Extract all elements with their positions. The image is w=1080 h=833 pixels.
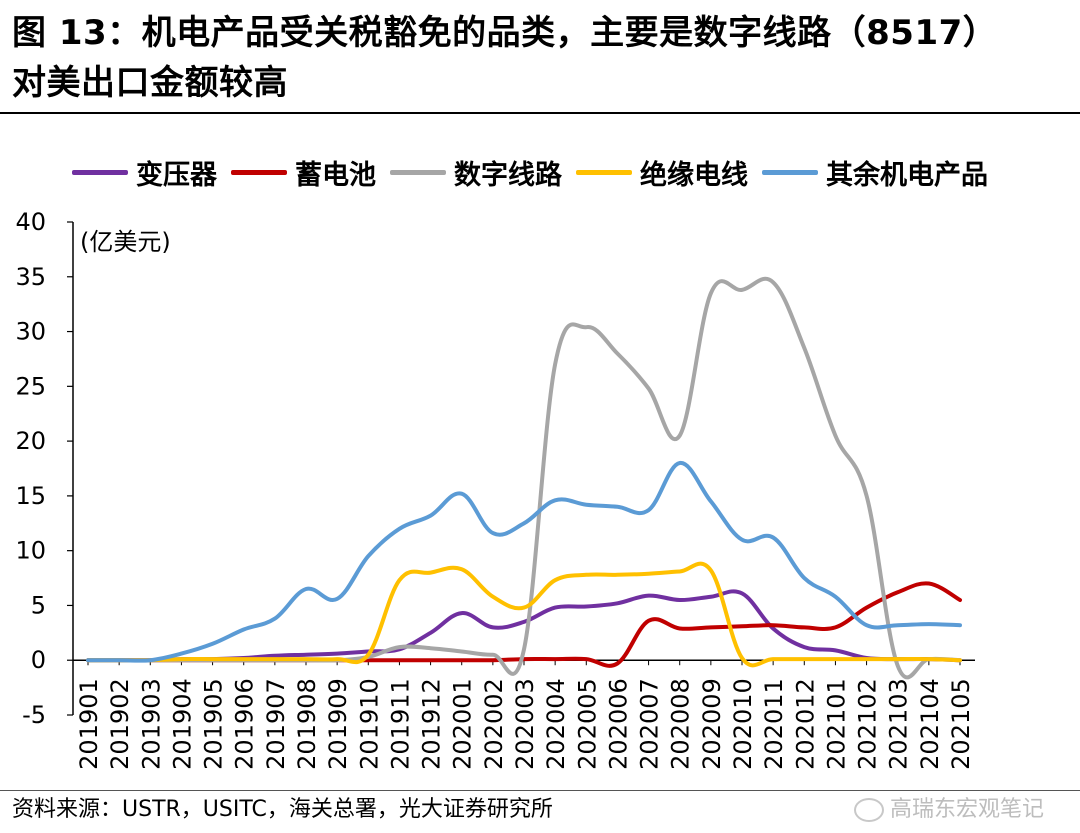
chart-legend: 变压器 蓄电池 数字线路 绝缘电线 其余机电产品 <box>72 152 988 192</box>
x-axis: 201901 201902 201903 201904 201905 201906 2019… <box>73 659 975 770</box>
watermark: 高瑞东宏观笔记 <box>853 790 1044 830</box>
x-tick-label: 201907 <box>262 678 290 770</box>
x-tick-label: 201909 <box>324 678 352 770</box>
x-tick-label: 202104 <box>916 678 944 770</box>
x-tick-label: 201910 <box>355 678 383 770</box>
y-tick-label: -5 <box>22 701 46 729</box>
chart-title: 图 13：机电产品受关税豁免的品类，主要是数字线路（8517） 对美出口金额较高 <box>12 8 1072 108</box>
y-tick-label: 0 <box>31 646 46 674</box>
legend-label: 变压器 <box>136 159 217 191</box>
x-tick-label: 202004 <box>542 678 570 770</box>
x-tick-label: 202007 <box>636 678 664 770</box>
y-tick-label: 30 <box>15 318 46 346</box>
legend-item-1: 变压器 <box>72 153 217 192</box>
legend-swatch <box>390 169 446 175</box>
legend-swatch <box>762 169 818 175</box>
legend-item-4: 绝缘电线 <box>576 153 748 192</box>
x-tick-label: 202102 <box>854 678 882 770</box>
watermark-text: 高瑞东宏观笔记 <box>889 797 1044 822</box>
legend-item-2: 蓄电池 <box>231 153 376 192</box>
x-tick-label: 202103 <box>885 678 913 770</box>
title-divider <box>0 112 1080 114</box>
y-tick-label: 40 <box>15 208 46 236</box>
legend-label: 蓄电池 <box>295 159 376 191</box>
legend-label: 其余机电产品 <box>826 159 988 191</box>
x-tick-label: 202101 <box>822 678 850 770</box>
legend-swatch <box>231 169 287 175</box>
footer-divider <box>0 790 1080 791</box>
x-tick-label: 202009 <box>698 678 726 770</box>
y-tick-label: 25 <box>15 372 46 400</box>
legend-item-5: 其余机电产品 <box>762 153 988 192</box>
x-tick-label: 202005 <box>573 678 601 770</box>
x-tick-label: 202008 <box>667 678 695 770</box>
x-tick-label: 202010 <box>729 678 757 770</box>
x-tick-label: 201912 <box>418 678 446 770</box>
x-tick-label: 202012 <box>791 678 819 770</box>
x-tick-label: 202001 <box>449 678 477 770</box>
x-tick-label: 201902 <box>106 678 134 770</box>
series-line-3 <box>86 276 962 680</box>
y-axis: 40 35 30 25 20 15 10 5 0 -5 <box>15 208 74 729</box>
y-tick-label: 5 <box>31 591 46 619</box>
wechat-icon <box>853 798 884 822</box>
legend-label: 绝缘电线 <box>640 159 748 191</box>
legend-swatch <box>576 169 632 175</box>
legend-swatch <box>72 169 128 175</box>
title-line-2: 对美出口金额较高 <box>12 63 288 103</box>
x-tick-label: 201906 <box>231 678 259 770</box>
x-tick-label: 202002 <box>480 678 508 770</box>
series-line-4 <box>86 561 962 668</box>
x-tick-label: 202011 <box>760 678 788 770</box>
y-tick-label: 10 <box>15 537 46 565</box>
y-tick-label: 35 <box>15 263 46 291</box>
legend-item-3: 数字线路 <box>390 153 562 192</box>
x-tick-label: 201911 <box>386 678 414 770</box>
x-tick-label: 201901 <box>75 678 103 770</box>
x-tick-label: 202003 <box>511 678 539 770</box>
x-tick-label: 201908 <box>293 678 321 770</box>
series-line-5 <box>86 461 962 663</box>
legend-label: 数字线路 <box>454 159 562 191</box>
y-axis-unit-label: (亿美元) <box>80 228 171 256</box>
x-tick-label: 201904 <box>168 678 196 770</box>
x-tick-label: 201905 <box>200 678 228 770</box>
x-tick-label: 201903 <box>137 678 165 770</box>
source-note: 资料来源：USTR，USITC，海关总署，光大证券研究所 <box>12 797 553 822</box>
x-tick-label: 202006 <box>604 678 632 770</box>
x-tick-label: 202105 <box>947 678 975 770</box>
series-layer <box>86 276 962 680</box>
title-line-1: 图 13：机电产品受关税豁免的品类，主要是数字线路（8517） <box>12 13 998 53</box>
y-tick-label: 20 <box>15 427 46 455</box>
y-tick-label: 15 <box>15 482 46 510</box>
